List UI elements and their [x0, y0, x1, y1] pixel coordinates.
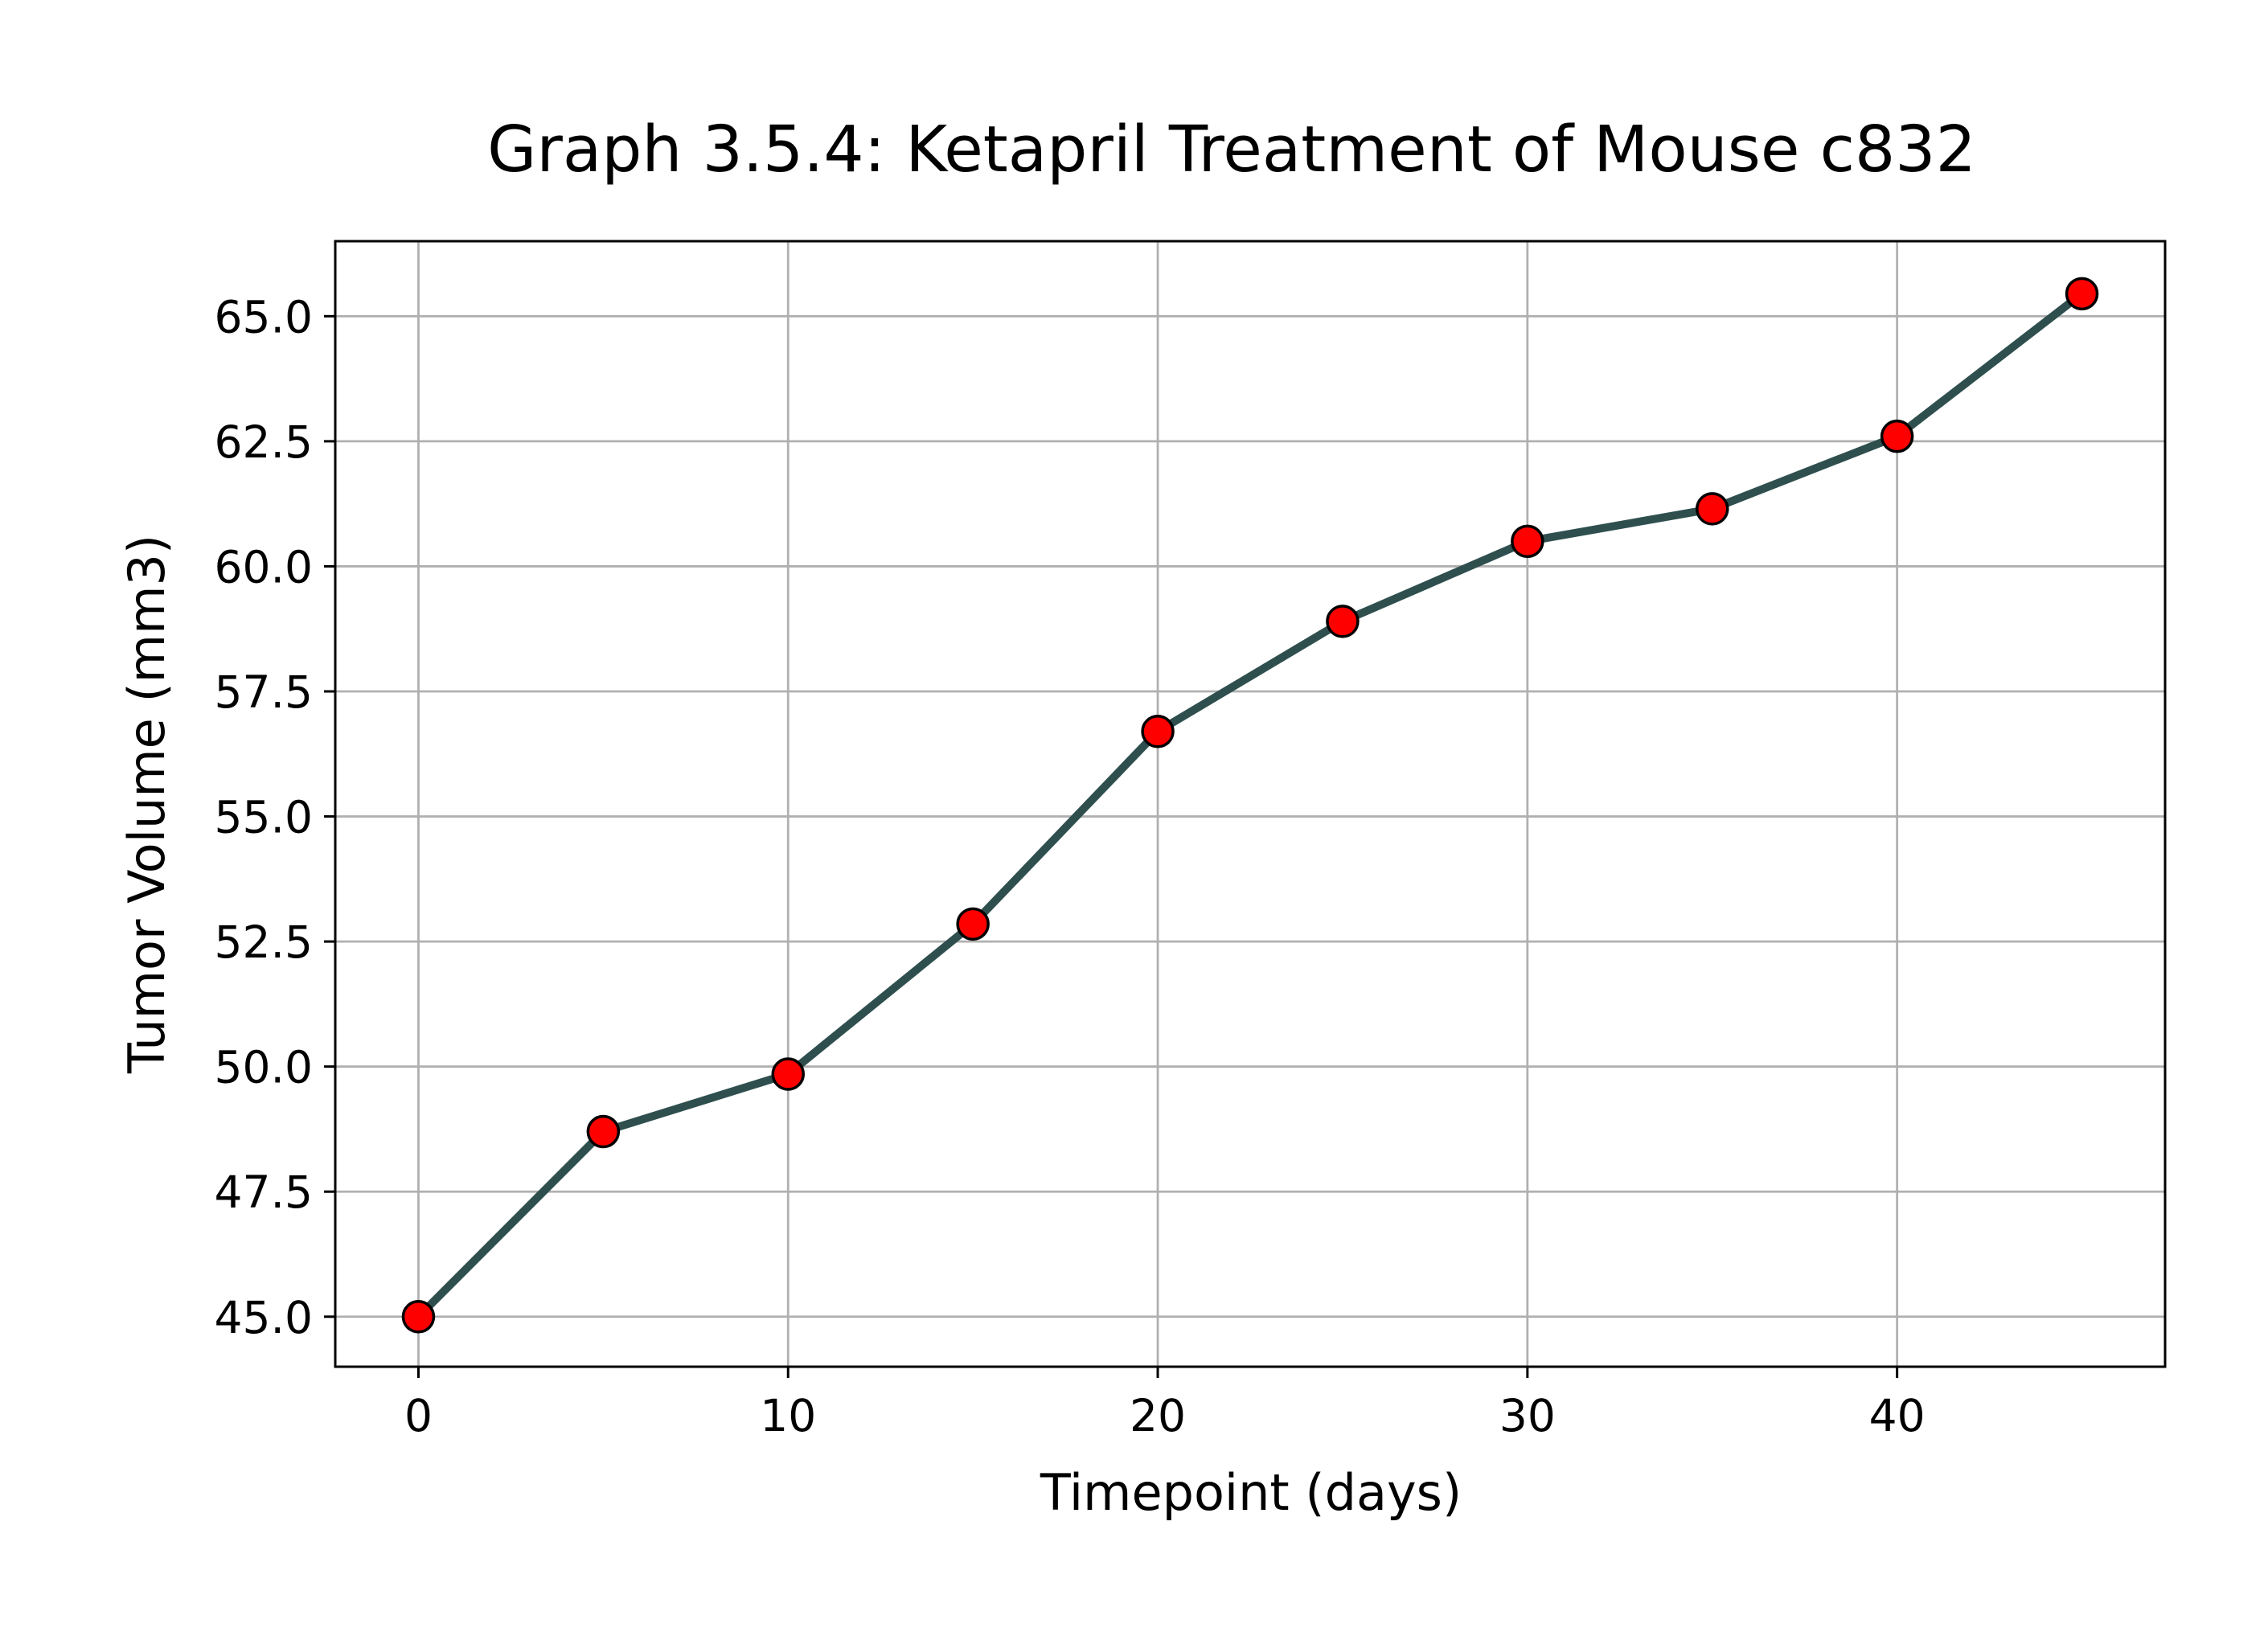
y-axis-label: Tumor Volume (mm3)	[117, 535, 176, 1074]
data-point	[771, 1057, 806, 1091]
chart-title: Graph 3.5.4: Ketapril Treatment of Mouse…	[487, 113, 1976, 187]
y-tick-label: 65.0	[215, 291, 313, 342]
x-tick-label: 20	[1130, 1390, 1186, 1441]
y-tick-label: 47.5	[215, 1167, 313, 1218]
plot-area-frame	[334, 240, 2167, 1368]
x-tick-label: 0	[404, 1390, 433, 1441]
data-series-line	[414, 289, 2086, 1321]
series-line	[414, 289, 2086, 1321]
data-point	[956, 907, 990, 941]
x-tick-label: 30	[1499, 1390, 1556, 1441]
data-point	[2065, 277, 2099, 311]
x-axis-ticks: 0 10 20 30 40	[404, 1367, 1926, 1441]
y-tick-label: 55.0	[215, 792, 313, 843]
y-tick-label: 50.0	[215, 1042, 313, 1093]
y-tick-label: 62.5	[215, 416, 313, 468]
data-point	[586, 1114, 621, 1149]
y-tick-label: 45.0	[215, 1292, 313, 1343]
grid	[335, 241, 2165, 1367]
y-tick-label: 52.5	[215, 917, 313, 968]
data-point	[1511, 524, 1544, 559]
data-point-markers	[401, 277, 2099, 1334]
y-tick-label: 60.0	[215, 541, 313, 593]
y-tick-label: 57.5	[215, 666, 313, 718]
data-point	[401, 1300, 436, 1334]
data-point	[1141, 715, 1175, 748]
x-tick-label: 10	[760, 1390, 816, 1441]
x-tick-label: 40	[1869, 1390, 1926, 1441]
data-point	[1695, 492, 1729, 526]
data-point	[1326, 605, 1360, 638]
y-axis-ticks: 45.0 47.5 50.0 52.5 55.0 57.5 60.0 62.5 65.0	[215, 291, 335, 1343]
x-axis-label: Timepoint (days)	[1040, 1463, 1462, 1522]
data-point	[1880, 419, 1914, 453]
